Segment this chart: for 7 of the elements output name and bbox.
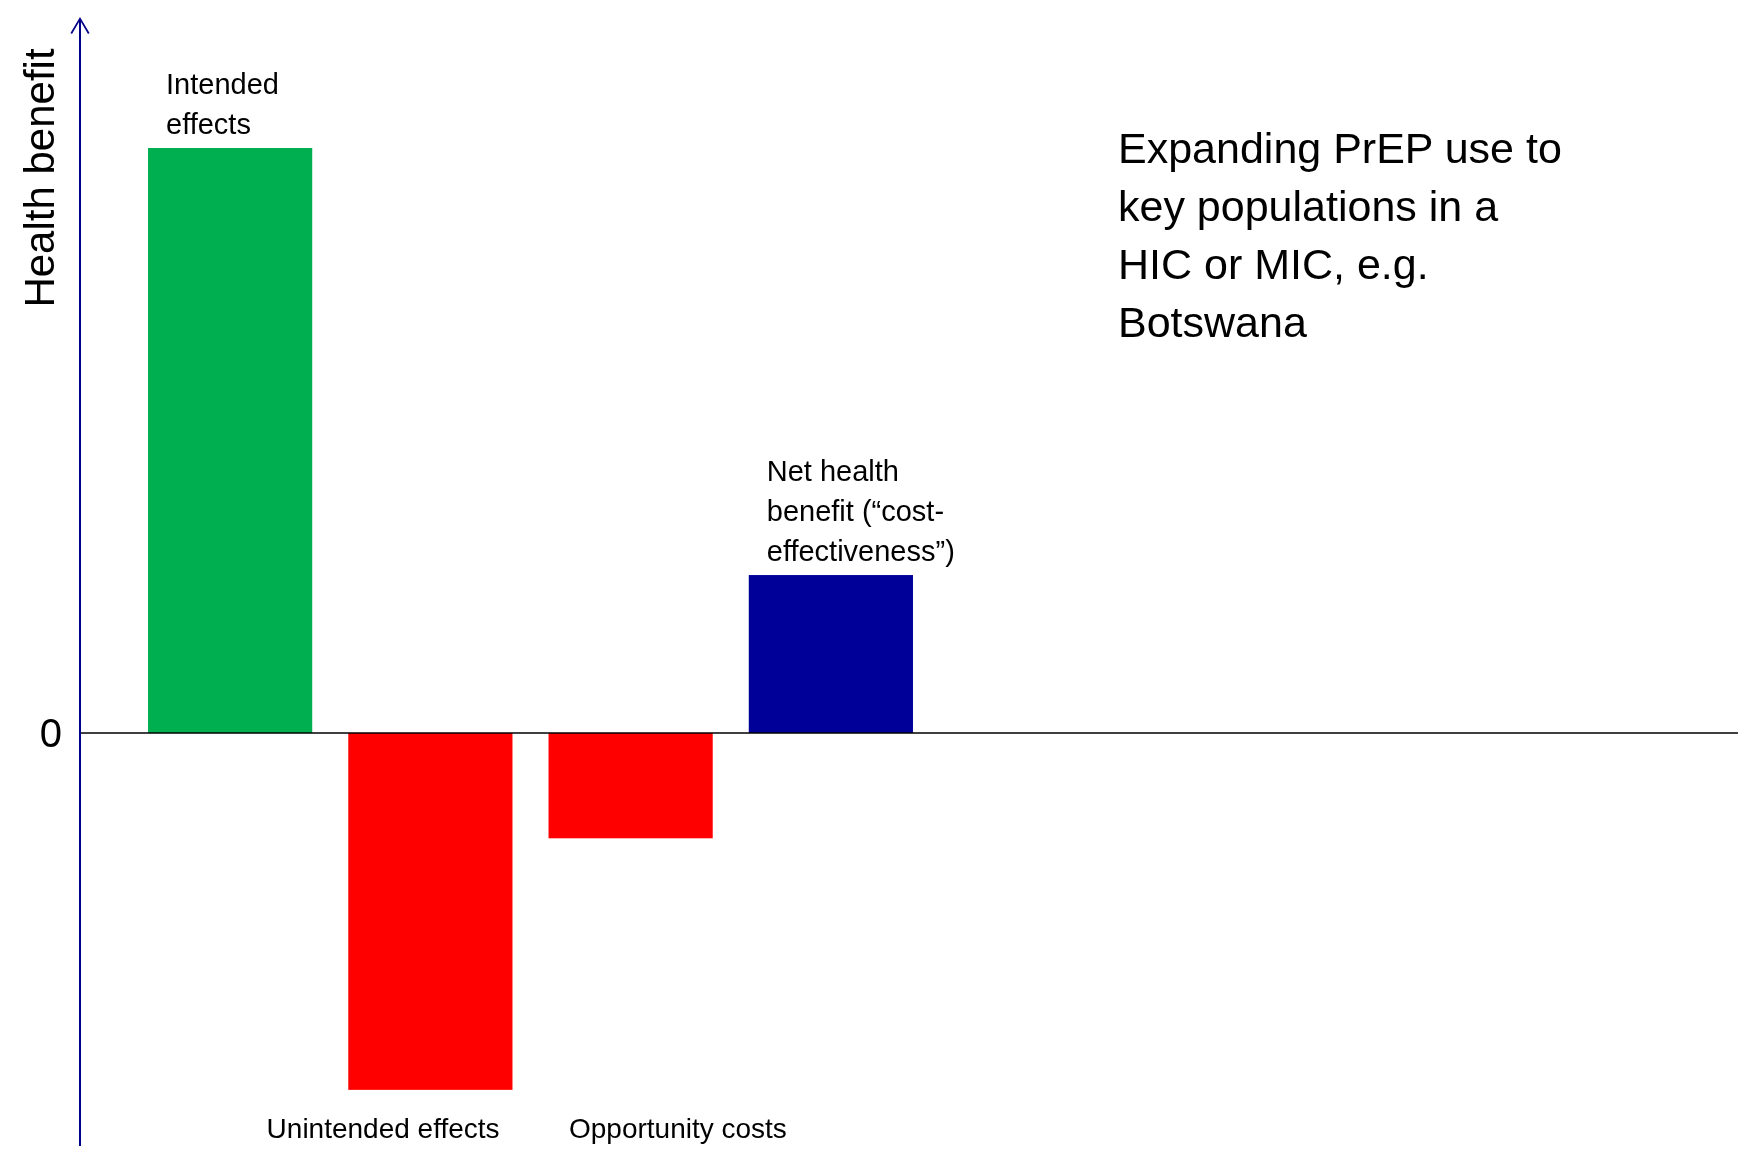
text: Expanding PrEP use to key populations in a HIC or MIC, e.g. Botswana (1118, 124, 1562, 346)
x-tick-label: Net health benefit (“cost-effectiveness”) (766, 455, 955, 568)
x-tick-label: Opportunity costs (568, 1113, 787, 1144)
y-axis-title: Health benefit (16, 48, 63, 308)
x-tick-label: Intended effects (166, 68, 279, 140)
x-tick-label: Unintended effects (266, 1113, 500, 1144)
annotation: 0 (39, 711, 62, 755)
